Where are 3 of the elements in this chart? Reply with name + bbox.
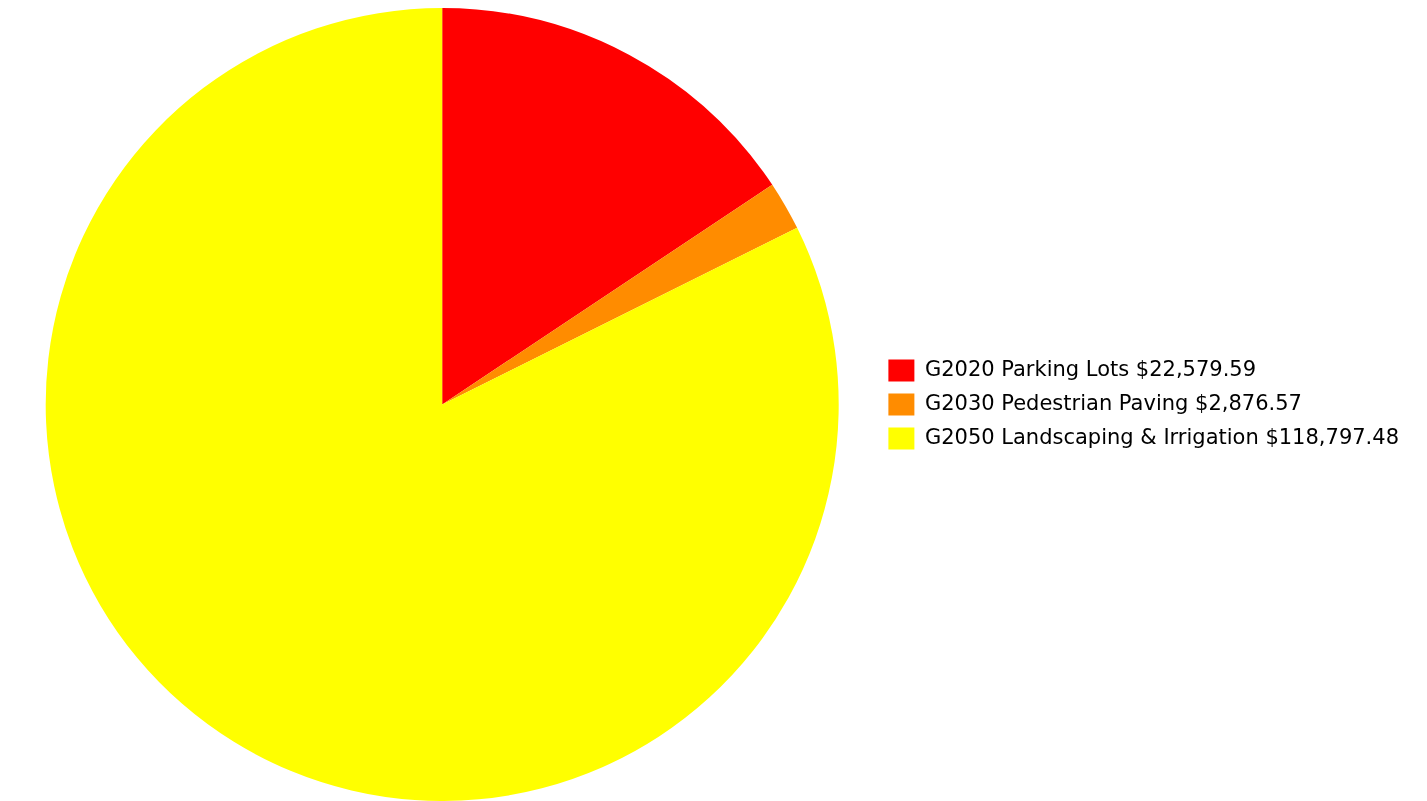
- legend-label: G2050 Landscaping & Irrigation $118,797.48: [924, 424, 1400, 449]
- legend-label: G2020 Parking Lots $22,579.59: [924, 356, 1257, 381]
- legend-label: G2030 Pedestrian Paving $2,876.57: [924, 390, 1302, 415]
